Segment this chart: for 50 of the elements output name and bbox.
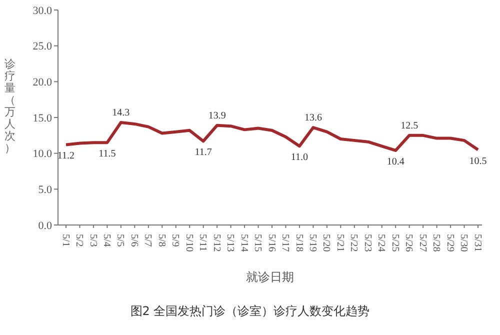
data-label: 10.4 <box>386 156 404 168</box>
x-tick-label: 5/25 <box>389 234 400 252</box>
x-tick-label: 5/7 <box>142 234 154 247</box>
data-label: 13.6 <box>304 112 322 124</box>
x-tick-label: 5/12 <box>210 234 222 252</box>
data-label: 12.5 <box>400 120 418 132</box>
x-tick-label: 5/23 <box>362 234 373 252</box>
x-tick-label: 5/13 <box>224 234 236 252</box>
x-tick-label: 5/17 <box>280 234 291 252</box>
x-tick-label: 5/26 <box>403 234 414 252</box>
x-tick-label: 5/2 <box>74 234 85 247</box>
x-tick-label: 5/22 <box>348 234 360 252</box>
x-tick-label: 5/21 <box>334 234 346 252</box>
x-tick-label: 5/8 <box>156 234 167 247</box>
x-tick-label: 5/1 <box>60 234 71 247</box>
data-label: 14.3 <box>112 108 130 119</box>
x-tick-label: 5/14 <box>238 234 250 252</box>
x-tick-label: 5/28 <box>430 234 442 252</box>
y-tick-label: 15.0 <box>32 112 52 124</box>
x-tick-label: 5/18 <box>293 234 304 252</box>
data-label: 11.7 <box>194 147 212 158</box>
x-tick-label: 5/24 <box>376 234 387 252</box>
y-tick-label: 10.0 <box>32 148 52 160</box>
data-label: 13.9 <box>208 110 226 122</box>
y-tick-label: 25.0 <box>32 40 52 53</box>
x-tick-label: 5/31 <box>472 234 483 252</box>
x-tick-label: 5/29 <box>444 234 456 252</box>
data-label: 10.5 <box>469 156 487 167</box>
data-label: 11.5 <box>98 148 116 160</box>
x-tick-label: 5/9 <box>170 234 181 247</box>
data-label: 11.0 <box>290 152 308 164</box>
x-tick-label: 5/20 <box>320 234 332 252</box>
x-tick-label: 5/19 <box>307 234 318 252</box>
x-tick-label: 5/3 <box>87 234 98 247</box>
y-tick-label: 20.0 <box>32 76 52 89</box>
x-tick-label: 5/30 <box>458 234 470 252</box>
x-tick-label: 5/16 <box>266 234 277 252</box>
y-tick-label: 5.0 <box>38 184 52 196</box>
x-tick-label: 5/15 <box>252 234 264 252</box>
x-tick-label: 5/11 <box>197 234 208 252</box>
x-tick-label: 5/10 <box>183 234 194 252</box>
x-axis-title: 就诊日期 <box>246 270 294 284</box>
x-tick-label: 5/27 <box>416 234 428 252</box>
x-tick-label: 5/5 <box>114 234 126 247</box>
y-axis-title: 诊疗量（万人次） <box>4 58 16 154</box>
y-tick-label: 30.0 <box>32 4 52 17</box>
x-tick-label: 5/6 <box>128 234 140 247</box>
y-tick-label: 0.0 <box>38 220 52 232</box>
caption: 图2 全国发热门诊（诊室）诊疗人数变化趋势 <box>129 303 371 320</box>
x-tick-label: 5/4 <box>101 234 112 247</box>
